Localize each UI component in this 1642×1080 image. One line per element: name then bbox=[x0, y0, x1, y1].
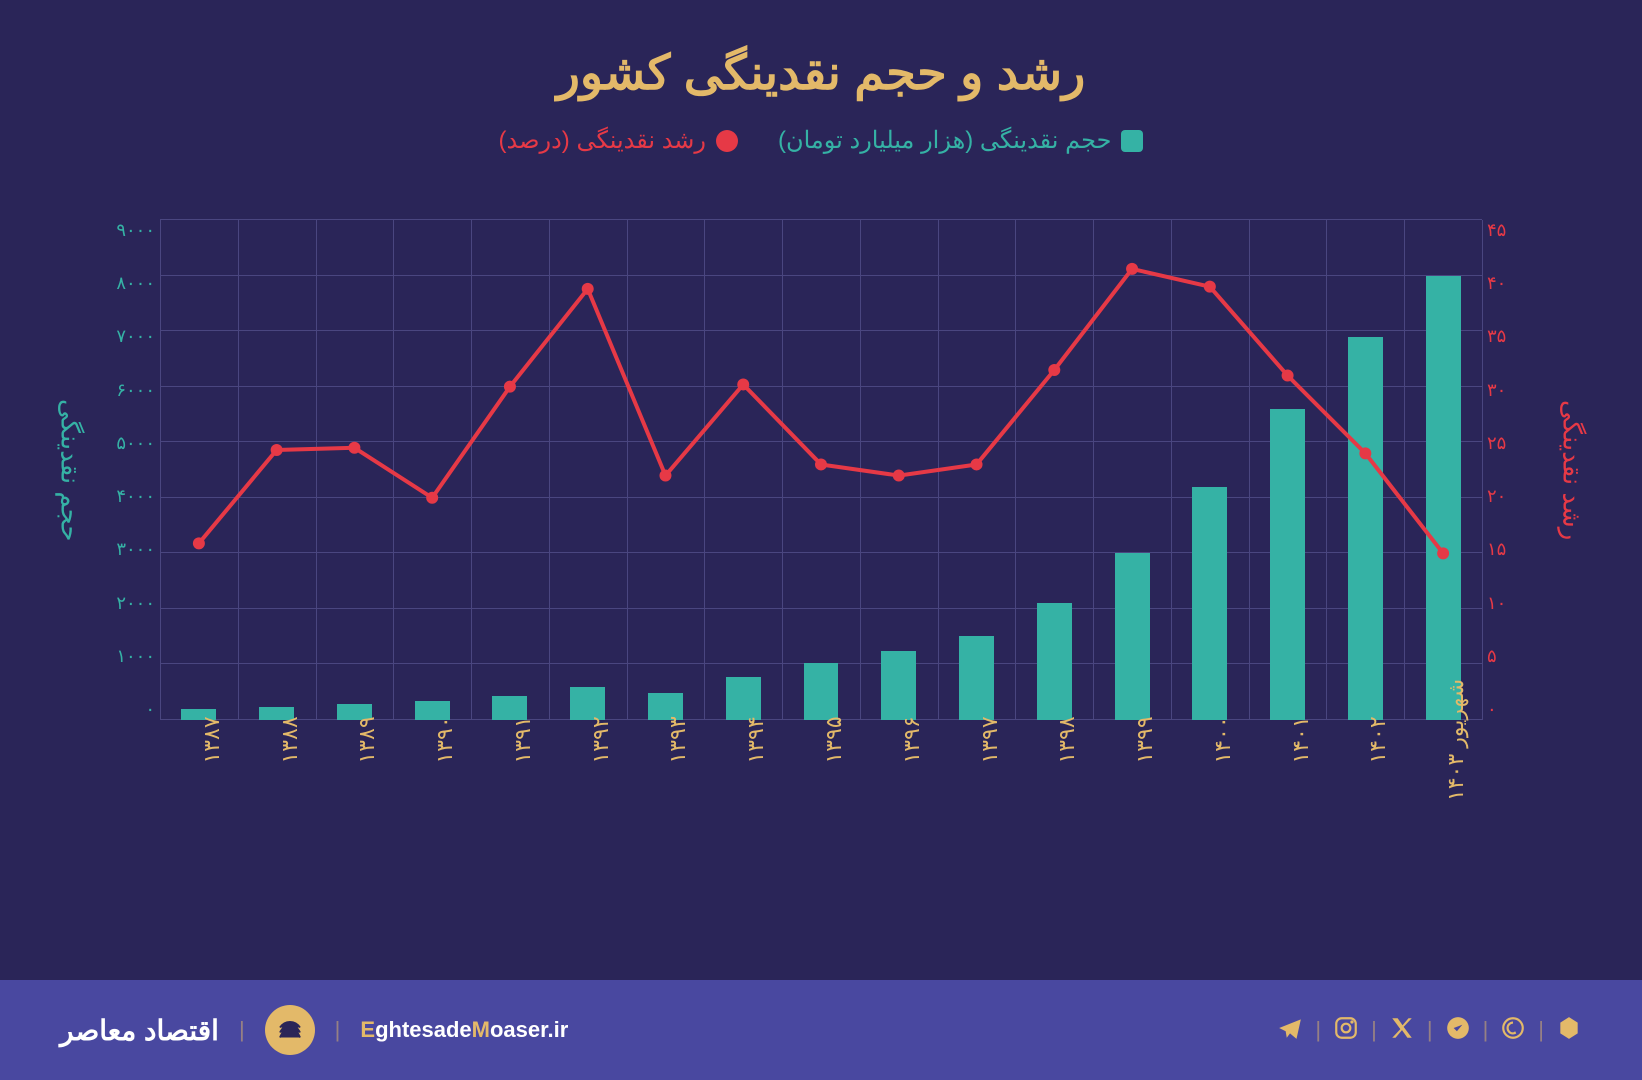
x-tick-label: ۱۳۹۴ bbox=[743, 716, 769, 763]
x-axis-labels: ۱۳۸۷۱۳۸۸۱۳۸۹۱۳۹۰۱۳۹۱۱۳۹۲۱۳۹۳۱۳۹۴۱۳۹۵۱۳۹۶… bbox=[160, 730, 1482, 920]
y-tick-left: ۴۰۰۰ bbox=[100, 486, 155, 507]
x-tick-label: ۱۳۹۶ bbox=[899, 716, 925, 763]
y-tick-left: ۵۰۰۰ bbox=[100, 433, 155, 454]
line-marker bbox=[1048, 364, 1060, 376]
eitaa-icon bbox=[1500, 1015, 1526, 1046]
chart-title: رشد و حجم نقدینگی کشور bbox=[0, 45, 1642, 101]
x-tick-label: ۱۳۸۹ bbox=[354, 716, 380, 763]
x-tick-label: ۱۳۹۹ bbox=[1132, 716, 1158, 763]
x-tick-label: ۱۴۰۰ bbox=[1210, 716, 1236, 763]
line-marker bbox=[659, 470, 671, 482]
brand-name: اقتصاد معاصر bbox=[60, 1014, 219, 1047]
x-tick-label: ۱۴۰۲ bbox=[1365, 716, 1391, 763]
y-tick-right: ۱۰ bbox=[1487, 593, 1542, 614]
x-tick-label: ۱۳۹۳ bbox=[665, 716, 691, 763]
line-marker bbox=[737, 378, 749, 390]
brand-logo-icon bbox=[265, 1005, 315, 1055]
x-tick-label: ۱۳۸۸ bbox=[277, 716, 303, 763]
x-tick-label: ۱۳۹۱ bbox=[510, 716, 536, 763]
divider-2: | bbox=[335, 1017, 341, 1043]
y-tick-left: ۹۰۰۰ bbox=[100, 220, 155, 241]
line-marker bbox=[1282, 370, 1294, 382]
line-marker bbox=[893, 470, 905, 482]
line-marker bbox=[1204, 281, 1216, 293]
y-axis-right: ۰ ۵ ۱۰ ۱۵ ۲۰ ۲۵ ۳۰ ۳۵ ۴۰ ۴۵ bbox=[1487, 220, 1542, 720]
x-tick-label: ۱۳۹۵ bbox=[821, 716, 847, 763]
y-tick-right: ۲۵ bbox=[1487, 433, 1542, 454]
y-tick-right: ۰ bbox=[1487, 699, 1542, 720]
bale-icon bbox=[1445, 1015, 1471, 1046]
url-accent: M bbox=[472, 1017, 490, 1042]
line-marker bbox=[815, 458, 827, 470]
x-tick-label: شهریور ۱۴۰۳ bbox=[1443, 679, 1469, 801]
y-tick-left: ۷۰۰۰ bbox=[100, 326, 155, 347]
gridline-v bbox=[1482, 220, 1483, 720]
legend-bar-swatch bbox=[1121, 130, 1143, 152]
y-axis-right-title: رشد نقدینگی bbox=[1552, 220, 1592, 720]
line-marker bbox=[348, 442, 360, 454]
line-marker bbox=[1359, 447, 1371, 459]
line-marker bbox=[426, 492, 438, 504]
footer-brand: اقتصاد معاصر | | EghtesadeMoaser.ir bbox=[60, 1005, 568, 1055]
y-tick-right: ۲۰ bbox=[1487, 486, 1542, 507]
legend-line-swatch bbox=[716, 130, 738, 152]
plot-area bbox=[160, 220, 1482, 720]
y-axis-left-title: حجم نقدینگی bbox=[50, 220, 90, 720]
line-marker bbox=[193, 537, 205, 549]
y-tick-right: ۱۵ bbox=[1487, 539, 1542, 560]
line-marker bbox=[271, 444, 283, 456]
url-prefix: E bbox=[360, 1017, 375, 1042]
y-tick-left: ۶۰۰۰ bbox=[100, 380, 155, 401]
y-tick-left: ۰ bbox=[100, 699, 155, 720]
line-path bbox=[199, 269, 1443, 553]
y-tick-right: ۴۰ bbox=[1487, 273, 1542, 294]
line-marker bbox=[504, 381, 516, 393]
instagram-icon bbox=[1333, 1015, 1359, 1046]
y-tick-right: ۳۵ bbox=[1487, 326, 1542, 347]
x-icon bbox=[1389, 1015, 1415, 1046]
y-tick-right: ۳۰ bbox=[1487, 380, 1542, 401]
x-tick-label: ۱۳۹۸ bbox=[1054, 716, 1080, 763]
line-marker bbox=[1437, 547, 1449, 559]
footer: اقتصاد معاصر | | EghtesadeMoaser.ir | | … bbox=[0, 980, 1642, 1080]
x-tick-label: ۱۳۹۷ bbox=[977, 716, 1003, 763]
legend-bar-label: حجم نقدینگی (هزار میلیارد تومان) bbox=[778, 126, 1111, 155]
legend: حجم نقدینگی (هزار میلیارد تومان) رشد نقد… bbox=[0, 126, 1642, 155]
misc-icon bbox=[1556, 1015, 1582, 1046]
y-tick-left: ۱۰۰۰ bbox=[100, 646, 155, 667]
line-series bbox=[160, 220, 1482, 720]
y-tick-right: ۵ bbox=[1487, 646, 1542, 667]
chart-container: رشد و حجم نقدینگی کشور حجم نقدینگی (هزار… bbox=[0, 0, 1642, 980]
legend-line-label: رشد نقدینگی (درصد) bbox=[499, 126, 706, 155]
x-tick-label: ۱۳۹۰ bbox=[432, 716, 458, 763]
y-tick-right: ۴۵ bbox=[1487, 220, 1542, 241]
divider-1: | bbox=[239, 1017, 245, 1043]
line-marker bbox=[1126, 263, 1138, 275]
line-marker bbox=[582, 283, 594, 295]
url-mid: ghtesade bbox=[375, 1017, 472, 1042]
line-marker bbox=[971, 458, 983, 470]
x-tick-label: ۱۳۹۲ bbox=[588, 716, 614, 763]
social-icons: | | | | | bbox=[1277, 1015, 1582, 1046]
site-url: EghtesadeMoaser.ir bbox=[360, 1017, 568, 1043]
telegram-icon bbox=[1277, 1015, 1303, 1046]
y-tick-left: ۳۰۰۰ bbox=[100, 539, 155, 560]
y-tick-left: ۸۰۰۰ bbox=[100, 273, 155, 294]
y-tick-left: ۲۰۰۰ bbox=[100, 593, 155, 614]
y-axis-left: ۰ ۱۰۰۰ ۲۰۰۰ ۳۰۰۰ ۴۰۰۰ ۵۰۰۰ ۶۰۰۰ ۷۰۰۰ ۸۰۰۰ ۹۰۰۰ bbox=[100, 220, 155, 720]
url-suffix: oaser.ir bbox=[490, 1017, 568, 1042]
x-tick-label: ۱۳۸۷ bbox=[199, 716, 225, 763]
legend-line: رشد نقدینگی (درصد) bbox=[499, 126, 738, 155]
legend-bars: حجم نقدینگی (هزار میلیارد تومان) bbox=[778, 126, 1143, 155]
x-tick-label: ۱۴۰۱ bbox=[1288, 716, 1314, 763]
